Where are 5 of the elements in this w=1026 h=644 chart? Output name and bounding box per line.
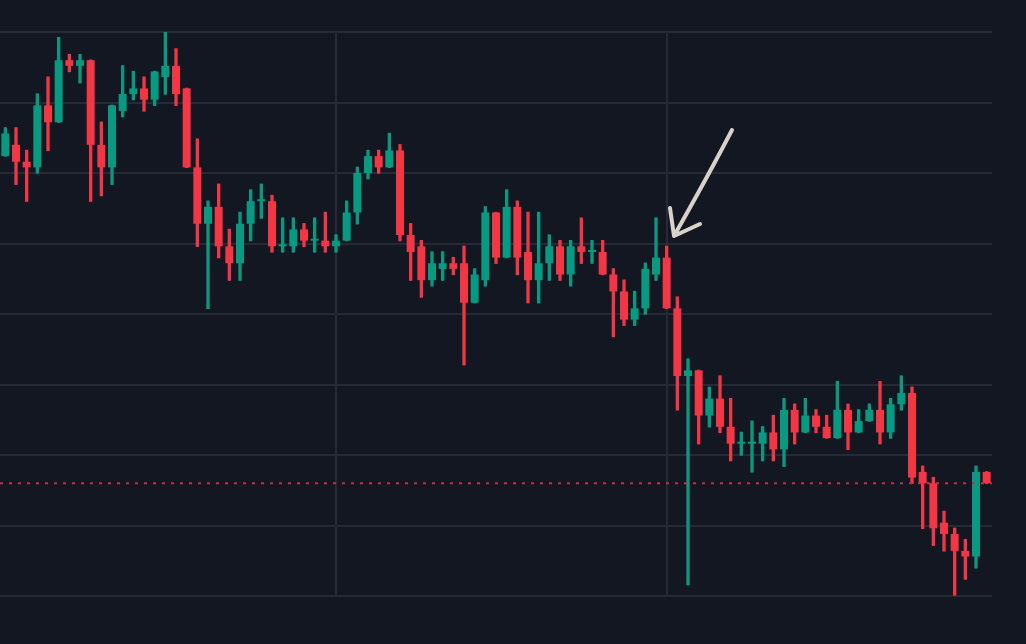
candlestick [76, 53, 84, 84]
candlestick [44, 76, 52, 152]
candlestick [684, 358, 692, 586]
candlestick [204, 200, 212, 310]
candlestick [588, 240, 596, 264]
